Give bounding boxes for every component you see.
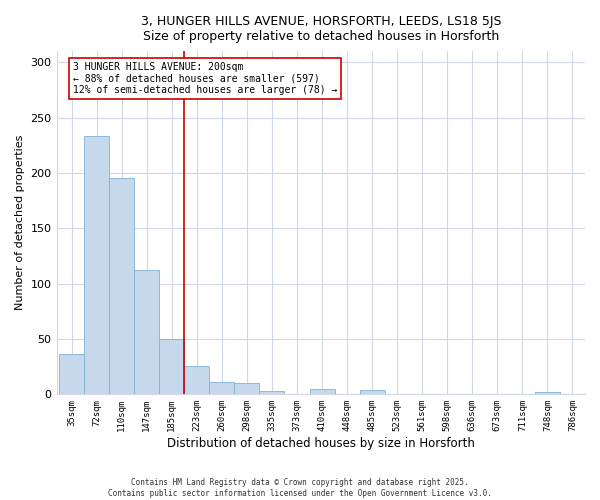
Bar	[310, 389, 335, 394]
Bar	[109, 178, 134, 394]
Text: Contains HM Land Registry data © Crown copyright and database right 2025.
Contai: Contains HM Land Registry data © Crown c…	[108, 478, 492, 498]
Bar	[159, 339, 184, 394]
Bar	[209, 382, 235, 394]
Bar	[134, 270, 159, 394]
Bar	[359, 390, 385, 394]
Y-axis label: Number of detached properties: Number of detached properties	[15, 135, 25, 310]
Bar	[84, 136, 109, 394]
Bar	[184, 366, 209, 394]
Text: 3 HUNGER HILLS AVENUE: 200sqm
← 88% of detached houses are smaller (597)
12% of : 3 HUNGER HILLS AVENUE: 200sqm ← 88% of d…	[73, 62, 337, 96]
Bar	[59, 354, 84, 395]
X-axis label: Distribution of detached houses by size in Horsforth: Distribution of detached houses by size …	[167, 437, 475, 450]
Bar	[235, 384, 259, 394]
Bar	[535, 392, 560, 394]
Title: 3, HUNGER HILLS AVENUE, HORSFORTH, LEEDS, LS18 5JS
Size of property relative to : 3, HUNGER HILLS AVENUE, HORSFORTH, LEEDS…	[140, 15, 501, 43]
Bar	[259, 391, 284, 394]
